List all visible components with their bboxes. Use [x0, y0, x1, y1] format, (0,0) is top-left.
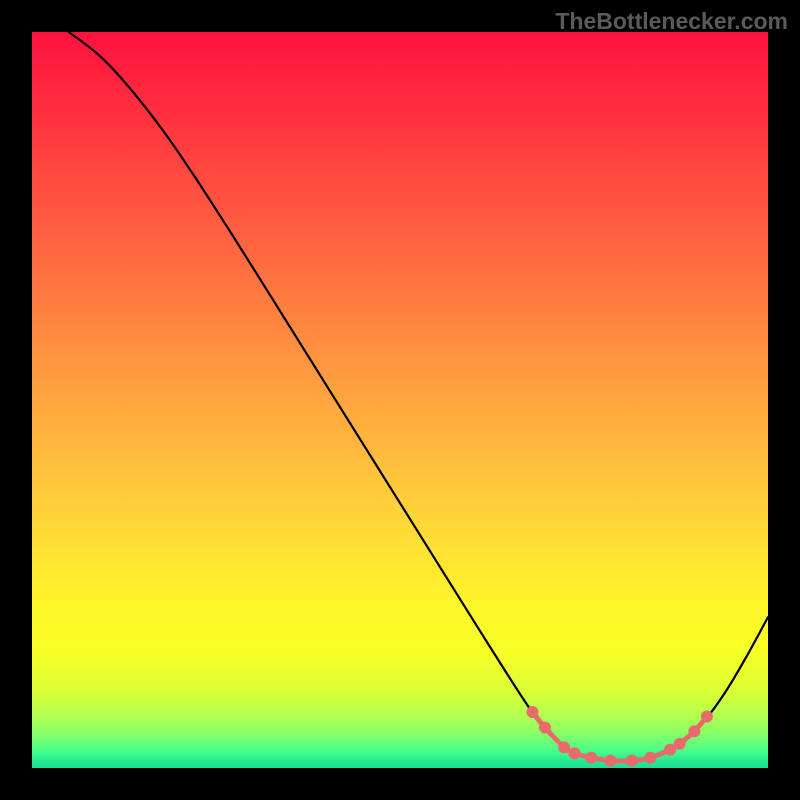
gradient-background	[32, 32, 768, 768]
marker-dot	[539, 722, 551, 734]
marker-dot	[626, 755, 638, 767]
marker-dot	[568, 747, 580, 759]
marker-dot	[585, 752, 597, 764]
chart-stage: TheBottlenecker.com	[0, 0, 800, 800]
marker-dot	[674, 738, 686, 750]
watermark-text: TheBottlenecker.com	[555, 8, 788, 35]
marker-dot	[526, 706, 538, 718]
marker-dot	[605, 755, 617, 767]
marker-dot	[558, 741, 570, 753]
chart-svg	[0, 0, 800, 800]
marker-dot	[688, 725, 700, 737]
marker-dot	[644, 752, 656, 764]
marker-dot	[701, 710, 713, 722]
